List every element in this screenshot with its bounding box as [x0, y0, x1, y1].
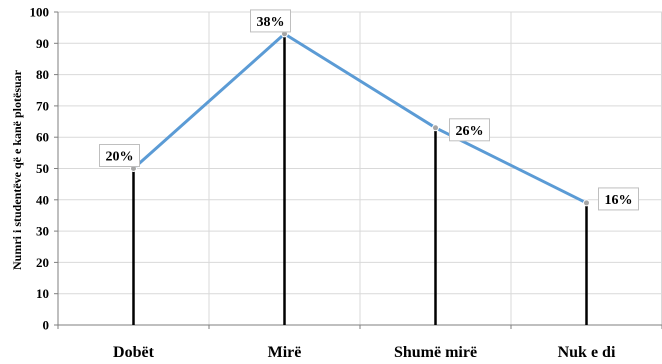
- x-category-label: Mirë: [268, 344, 302, 361]
- series-line-group: [132, 32, 588, 205]
- y-tick-label: 30: [36, 224, 49, 239]
- data-label-box: [449, 118, 490, 142]
- y-tick-label: 20: [36, 255, 49, 270]
- y-tick-label: 40: [36, 192, 49, 207]
- x-category-label: Dobët: [113, 344, 155, 361]
- x-category-label: Nuk e di: [558, 344, 616, 361]
- y-tick-label: 10: [36, 286, 49, 301]
- y-tick-label: 60: [36, 130, 49, 145]
- data-label-box: [99, 144, 140, 167]
- data-labels: 20% 38% 26% 16%: [99, 9, 639, 211]
- axes: [54, 11, 662, 329]
- y-tick-label: 70: [36, 98, 49, 113]
- data-label: 16%: [605, 193, 633, 208]
- data-point: [583, 199, 590, 207]
- y-tick-label: 50: [36, 161, 49, 176]
- data-label-box: [598, 187, 639, 211]
- y-tick-label: 0: [43, 318, 50, 333]
- y-tick-label: 100: [30, 5, 50, 20]
- data-label: 20%: [106, 150, 134, 165]
- data-label-box: [250, 9, 291, 33]
- y-tick-label: 80: [36, 67, 49, 82]
- y-tick-label: 90: [36, 36, 49, 51]
- y-tick-labels: 0 10 20 30 40 50 60 70 80 90 100: [30, 5, 50, 333]
- drop-lines: [132, 33, 588, 325]
- gridlines: [58, 11, 662, 325]
- x-tick-labels: Dobët Mirë Shumë mirë Nuk e di: [113, 344, 616, 361]
- y-axis-title: Numri i studentëve që e kanë plotësuar: [10, 69, 24, 270]
- data-point: [432, 124, 439, 132]
- x-category-label: Shumë mirë: [394, 344, 477, 361]
- data-label: 38%: [257, 15, 285, 30]
- series-line: [132, 32, 588, 205]
- data-label: 26%: [456, 124, 484, 139]
